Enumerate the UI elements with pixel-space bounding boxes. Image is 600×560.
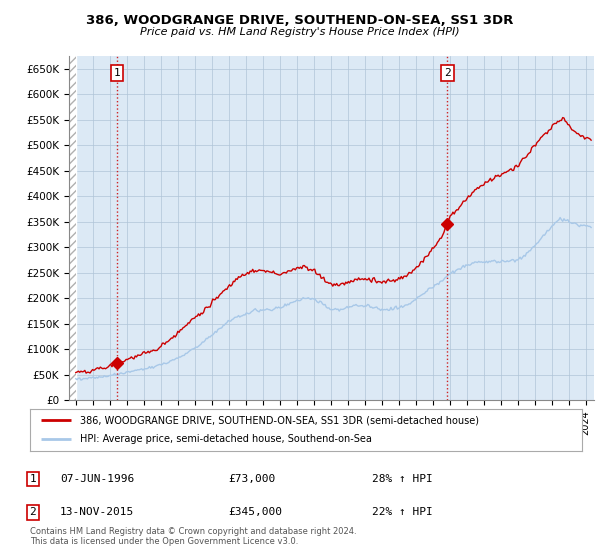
Text: £345,000: £345,000: [228, 507, 282, 517]
Text: 2: 2: [29, 507, 37, 517]
Text: HPI: Average price, semi-detached house, Southend-on-Sea: HPI: Average price, semi-detached house,…: [80, 435, 371, 445]
Text: 13-NOV-2015: 13-NOV-2015: [60, 507, 134, 517]
Text: 2: 2: [444, 68, 451, 78]
Text: 07-JUN-1996: 07-JUN-1996: [60, 474, 134, 484]
Text: Price paid vs. HM Land Registry's House Price Index (HPI): Price paid vs. HM Land Registry's House …: [140, 27, 460, 37]
Text: 22% ↑ HPI: 22% ↑ HPI: [372, 507, 433, 517]
Text: 386, WOODGRANGE DRIVE, SOUTHEND-ON-SEA, SS1 3DR (semi-detached house): 386, WOODGRANGE DRIVE, SOUTHEND-ON-SEA, …: [80, 415, 479, 425]
Text: £73,000: £73,000: [228, 474, 275, 484]
Text: 28% ↑ HPI: 28% ↑ HPI: [372, 474, 433, 484]
Text: Contains HM Land Registry data © Crown copyright and database right 2024.
This d: Contains HM Land Registry data © Crown c…: [30, 526, 356, 546]
Text: 1: 1: [114, 68, 121, 78]
Text: 386, WOODGRANGE DRIVE, SOUTHEND-ON-SEA, SS1 3DR: 386, WOODGRANGE DRIVE, SOUTHEND-ON-SEA, …: [86, 14, 514, 27]
Text: 1: 1: [29, 474, 37, 484]
Polygon shape: [69, 56, 76, 400]
